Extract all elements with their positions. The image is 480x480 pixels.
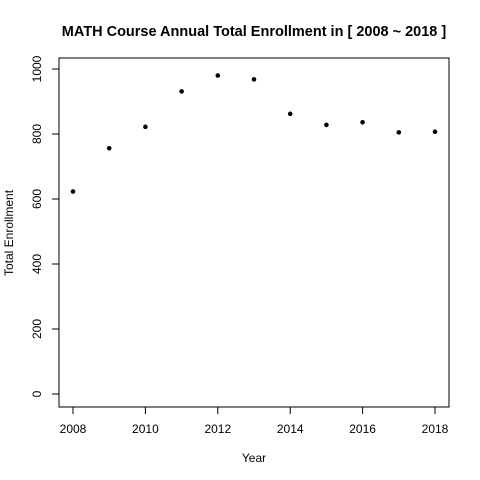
y-tick-label: 1000 [30, 55, 44, 82]
x-tick-label: 2010 [132, 422, 159, 436]
x-tick-label: 2012 [204, 422, 231, 436]
data-point [324, 122, 329, 128]
data-points [70, 73, 438, 194]
chart-title: MATH Course Annual Total Enrollment in [… [62, 24, 447, 40]
data-point [251, 77, 257, 82]
plot-frame [58, 57, 450, 408]
data-point [70, 189, 76, 194]
y-tick-label: 0 [30, 390, 44, 397]
x-tick-label: 2018 [422, 422, 449, 436]
x-axis: 2008 2010 2012 2014 2016 2018 [60, 407, 449, 436]
data-point [360, 120, 365, 125]
x-tick-label: 2014 [277, 422, 304, 436]
data-point [179, 89, 184, 94]
y-tick-label: 600 [30, 189, 44, 209]
y-tick-label: 400 [30, 254, 44, 274]
data-point [106, 146, 112, 151]
x-axis-label: Year [242, 451, 266, 465]
y-axis: 0 200 400 600 800 1000 [30, 55, 59, 397]
data-point [143, 124, 148, 130]
x-tick-label: 2016 [349, 422, 376, 436]
y-tick-label: 800 [30, 124, 44, 144]
data-point [432, 129, 438, 135]
data-point [215, 73, 221, 78]
x-tick-label: 2008 [60, 422, 87, 436]
y-axis-label: Total Enrollment [2, 189, 16, 276]
y-tick-label: 200 [30, 319, 44, 339]
data-point [287, 111, 293, 117]
data-point [396, 130, 402, 135]
